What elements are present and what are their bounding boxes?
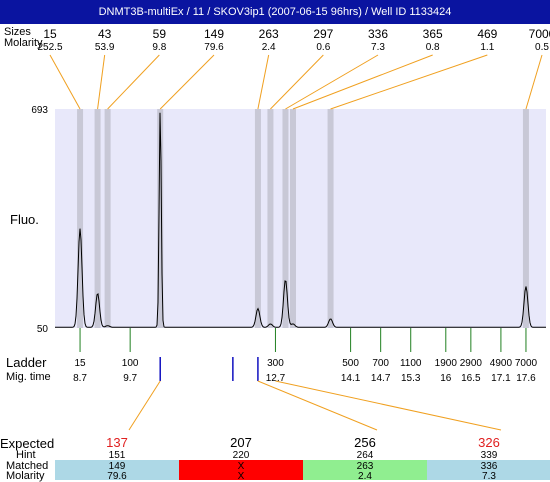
matched-cell [179,460,303,480]
ladder-time-label: 14.1 [341,373,361,384]
peak-band [522,109,529,328]
hint-row-label: Hint [16,449,36,461]
peak-molarity-label: 2.4 [262,42,276,53]
y-tick-label: 693 [31,105,48,116]
ladder-size-label: 15 [74,358,86,369]
peak-band [157,109,164,328]
peak-molarity-label: 0.8 [426,42,440,53]
hint-value: 264 [357,450,374,461]
matched-row-label: Matched [6,460,49,472]
fluorescence-trace [55,112,546,328]
peak-molarity-label: 252.5 [37,42,62,53]
peak-band [94,109,101,328]
matched-value: X [238,461,245,472]
ladder-size-label: 300 [267,358,284,369]
molarity-bottom-row-label: Molarity [6,470,45,482]
peak-connector [257,54,270,110]
peak-size-label: 365 [423,27,443,41]
hint-value: 220 [233,450,250,461]
peak-connector [49,54,81,110]
peak-molarity-label: 7.3 [371,42,385,53]
matched-molarity-value: 2.4 [358,471,372,480]
expected-connector [128,380,161,431]
peak-size-label: 297 [313,27,333,41]
expected-value: 326 [478,435,500,450]
ladder-time-label: 16.5 [461,373,481,384]
peak-band [254,109,261,328]
ladder-time-label: 8.7 [73,373,87,384]
matched-cell [55,460,179,480]
peak-connector [525,54,543,110]
peak-size-label: 59 [153,27,167,41]
peak-band [282,109,289,328]
peak-connector [270,54,324,110]
ladder-time-label: 17.6 [516,373,536,384]
hint-value: 339 [481,450,498,461]
ladder-time-label: 16 [440,373,452,384]
ladder-row-label: Ladder [6,355,47,370]
peak-size-label: 263 [259,27,279,41]
peak-size-label: 43 [98,27,112,41]
migtime-row-label: Mig. time [6,371,51,383]
window-title: DNMT3B-multiEx / 11 / SKOV3ip1 (2007-06-… [0,0,550,24]
ladder-size-label: 4900 [490,358,513,369]
peak-molarity-label: 0.5 [535,42,549,53]
ladder-time-label: 15.3 [401,373,421,384]
ladder-time-label: 17.1 [491,373,511,384]
expected-value: 256 [354,435,376,450]
peak-size-label: 7000 [529,27,550,41]
peak-molarity-label: 79.6 [204,42,224,53]
peak-band [77,109,84,328]
peak-molarity-label: 1.1 [480,42,494,53]
ladder-size-label: 700 [372,358,389,369]
peak-band [289,109,296,328]
ladder-size-label: 1100 [400,358,422,369]
matched-molarity-value: 79.6 [107,471,127,480]
ladder-size-label: 2900 [460,358,483,369]
sizes-row-label: Sizes [4,26,31,38]
matched-molarity-value: X [238,471,245,480]
peak-connector [330,54,488,110]
peak-connector [97,54,106,110]
ladder-time-label: 14.7 [371,373,391,384]
matched-cell [427,460,550,480]
ladder-size-label: 7000 [515,358,538,369]
expected-connector [257,380,378,431]
y-tick-label: 50 [37,324,49,335]
peak-molarity-label: 53.9 [95,42,115,53]
matched-value: 263 [357,461,374,472]
peak-molarity-label: 0.6 [316,42,330,53]
plot-area [55,109,546,328]
hint-value: 151 [109,450,126,461]
title-text: DNMT3B-multiEx / 11 / SKOV3ip1 (2007-06-… [98,6,452,18]
ladder-time-label: 9.7 [123,373,137,384]
peak-band [267,109,274,328]
ladder-size-label: 1900 [435,358,458,369]
matched-value: 336 [481,461,498,472]
fluo-axis-label: Fluo. [10,212,39,227]
expected-connector [275,380,502,431]
ladder-size-label: 100 [122,358,139,369]
peak-size-label: 336 [368,27,388,41]
expected-value: 207 [230,435,252,450]
molarity-row-label: Molarity [4,37,43,49]
peak-size-label: 15 [43,27,57,41]
peak-molarity-label: 9.8 [152,42,166,53]
peak-size-label: 149 [204,27,224,41]
peak-connector [285,54,379,110]
expected-value: 137 [106,435,128,450]
matched-molarity-value: 7.3 [482,471,496,480]
peak-band [327,109,334,328]
expected-row-label: Expected [0,436,55,451]
peak-connector [107,54,160,110]
peak-connector [159,54,215,110]
peak-connector [292,54,433,110]
peak-band [104,109,111,328]
peak-size-label: 469 [477,27,497,41]
matched-value: 149 [109,461,126,472]
matched-cell [303,460,427,480]
ladder-size-label: 500 [342,358,359,369]
ladder-time-label: 12.7 [266,373,286,384]
